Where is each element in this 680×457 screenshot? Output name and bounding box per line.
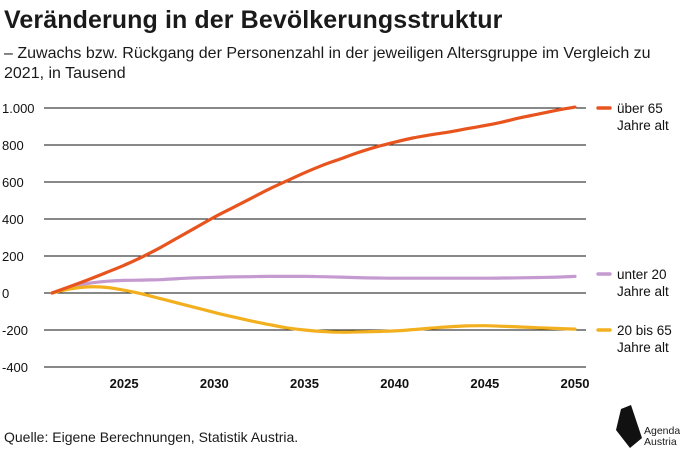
agenda-austria-logo: Agenda Austria (612, 404, 680, 452)
chart-subtitle: – Zuwachs bzw. Rückgang der Personenzahl… (4, 45, 651, 82)
logo-wordmark: Agenda Austria (644, 426, 680, 448)
legend-item-0: über 65 Jahre alt (596, 101, 669, 133)
series-lines (50, 105, 577, 334)
y-tick-label: 400 (2, 212, 24, 227)
x-axis-tick-labels: 2025 2030 2035 2040 2045 2050 (110, 376, 590, 391)
y-tick-label: 200 (2, 249, 24, 264)
chart-title: Veränderung in der Bevölkerungsstruktur (4, 6, 503, 34)
y-tick-label: 1.000 (2, 101, 35, 116)
series-line-0 (50, 105, 577, 295)
logo-mark-icon (616, 405, 642, 448)
x-tick-label: 2040 (380, 376, 409, 391)
grid-lines (44, 107, 586, 368)
legend-label: über 65 (617, 101, 663, 116)
logo-line-2: Austria (644, 436, 677, 448)
y-axis-tick-labels: -400 -200 0 200 400 600 800 1.000 (2, 101, 35, 375)
legend-label: Jahre alt (617, 284, 669, 299)
series-line-2 (50, 285, 577, 334)
series-line-1 (50, 274, 577, 295)
x-tick-label: 2025 (110, 376, 139, 391)
x-tick-label: 2050 (561, 376, 590, 391)
legend-item-2: 20 bis 65 Jahre alt (596, 323, 672, 355)
legend-label: Jahre alt (617, 118, 669, 133)
x-tick-label: 2045 (470, 376, 499, 391)
y-tick-label: -200 (2, 323, 28, 338)
logo-line-1: Agenda (644, 425, 680, 437)
x-tick-label: 2030 (200, 376, 229, 391)
y-tick-label: 800 (2, 138, 24, 153)
legend-item-1: unter 20 Jahre alt (596, 267, 669, 299)
legend-label: Jahre alt (617, 340, 669, 355)
source-note: Quelle: Eigene Berechnungen, Statistik A… (4, 429, 299, 445)
legend-label: unter 20 (617, 267, 667, 282)
x-tick-label: 2035 (290, 376, 319, 391)
y-tick-label: 0 (2, 286, 9, 301)
y-tick-label: -400 (2, 360, 28, 375)
y-tick-label: 600 (2, 175, 24, 190)
legend-label: 20 bis 65 (617, 323, 672, 338)
